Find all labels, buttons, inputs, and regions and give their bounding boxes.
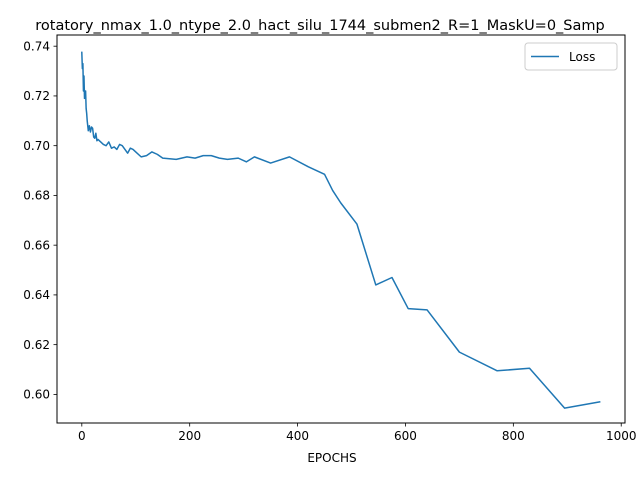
x-tick-label: 1000 (606, 429, 637, 443)
plot-area-frame (56, 34, 626, 424)
x-tick-label: 600 (394, 429, 417, 443)
x-tick-label: 0 (78, 429, 86, 443)
legend-box (524, 42, 618, 71)
legend-label-loss: Loss (569, 50, 595, 64)
x-axis-label: EPOCHS (307, 451, 356, 465)
y-tick-label: 0.64 (23, 288, 50, 302)
chart-title: rotatory_nmax_1.0_ntype_2.0_hact_silu_17… (35, 18, 604, 34)
x-tick-label: 200 (178, 429, 201, 443)
series-line-loss (81, 51, 601, 409)
x-tick-label: 400 (286, 429, 309, 443)
y-tick-label: 0.70 (23, 139, 50, 153)
x-tick-label: 800 (502, 429, 525, 443)
legend: Loss (524, 42, 618, 71)
y-tick-label: 0.60 (23, 388, 50, 402)
y-tick-label: 0.68 (23, 189, 50, 203)
y-tick-label: 0.74 (23, 39, 50, 53)
y-tick-label: 0.72 (23, 89, 50, 103)
y-axis: 0.60 0.62 0.64 0.66 0.68 0.70 0.72 0.74 (23, 39, 57, 402)
y-tick-label: 0.62 (23, 338, 50, 352)
y-tick-label: 0.66 (23, 238, 50, 252)
x-axis: 0 200 400 600 800 1000 (78, 423, 637, 443)
